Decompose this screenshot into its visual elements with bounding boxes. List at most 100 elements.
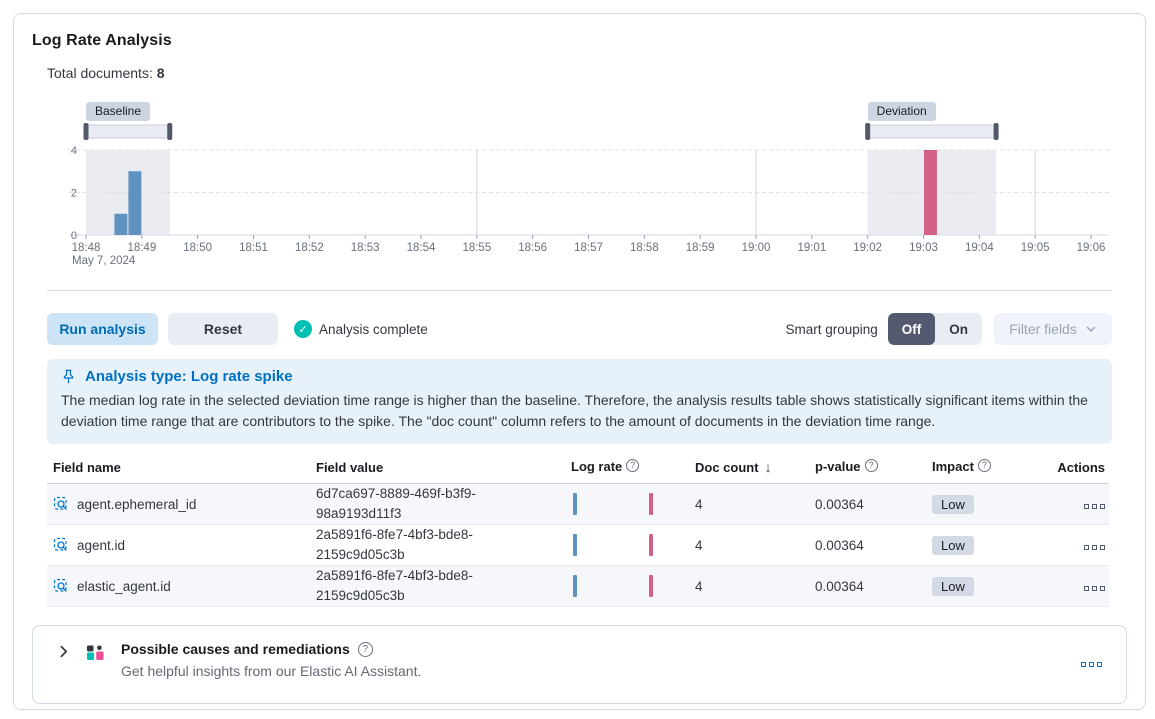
doc-count: 4 [695, 537, 703, 553]
baseline-bar [128, 171, 142, 235]
p-value: 0.00364 [815, 496, 864, 512]
x-tick-label: 18:59 [686, 242, 715, 254]
log-rate-histogram[interactable]: 0 2 4 18:48 18:49 18:50 18:51 18:52 18:53 18:54 18… [47, 100, 1109, 270]
impact-badge: Low [932, 576, 974, 596]
deviation-brush-handle[interactable] [993, 123, 999, 140]
smart-grouping-off-button[interactable]: Off [887, 313, 936, 345]
field-filter-icon[interactable] [53, 578, 69, 594]
p-value: 0.00364 [815, 578, 864, 594]
smart-grouping-toggle: Off On [887, 313, 982, 345]
deviation-brush-handle[interactable] [865, 123, 871, 140]
baseline-mini-bar [573, 493, 577, 515]
total-documents: Total documents: 8 [47, 65, 1112, 81]
sort-desc-icon: ↓ [764, 459, 772, 475]
row-actions-icon[interactable] [1084, 585, 1105, 591]
col-header-actions: Actions [1057, 459, 1105, 475]
pin-icon [61, 369, 76, 384]
x-tick-label: 19:02 [853, 242, 882, 254]
analysis-toolbar: Run analysis Reset ✓ Analysis complete S… [47, 313, 1112, 345]
x-tick-label: 18:56 [518, 242, 547, 254]
x-tick-label: 19:01 [797, 242, 826, 254]
x-tick-label: 18:54 [407, 242, 436, 254]
smart-grouping-on-button[interactable]: On [949, 321, 968, 337]
x-tick-label: 18:51 [239, 242, 268, 254]
table-header-row: Field name Field value Log rate? Doc cou… [47, 450, 1109, 484]
analysis-status: ✓ Analysis complete [294, 320, 428, 338]
baseline-mini-bar [573, 575, 577, 597]
deviation-bar [924, 150, 937, 235]
ai-panel-title[interactable]: Possible causes and remediations [121, 641, 350, 657]
chevron-right-icon[interactable] [57, 645, 70, 658]
ai-assistant-panel: Possible causes and remediations ? Get h… [32, 625, 1127, 704]
chevron-down-icon [1085, 323, 1097, 335]
help-icon[interactable]: ? [977, 458, 991, 472]
baseline-brush-handle[interactable] [83, 123, 89, 140]
baseline-brush-track[interactable] [85, 124, 171, 139]
run-analysis-button[interactable]: Run analysis [47, 313, 158, 345]
field-name: elastic_agent.id [77, 578, 171, 594]
col-header-impact: Impact? [932, 458, 1041, 475]
impact-badge: Low [932, 494, 974, 514]
deviation-badge[interactable]: Deviation [867, 102, 936, 121]
reset-button[interactable]: Reset [168, 313, 278, 345]
log-rate-analysis-panel: Log Rate Analysis Total documents: 8 0 2 4… [13, 13, 1146, 710]
filter-fields-label: Filter fields [1009, 321, 1077, 337]
callout-body: The median log rate in the selected devi… [61, 392, 1088, 429]
field-value: 2a5891f6-8fe7-4bf3-bde8-2159c9d05c3b [316, 527, 473, 562]
field-name: agent.id [77, 537, 126, 553]
doc-count: 4 [695, 578, 703, 594]
col-header-doc-count[interactable]: Doc count ↓ [695, 459, 772, 475]
x-axis-date-label: May 7, 2024 [72, 255, 136, 267]
x-tick-label: 19:00 [742, 242, 771, 254]
col-header-log-rate: Log rate? [571, 458, 695, 475]
x-tick-label: 18:53 [351, 242, 380, 254]
x-tick-label: 18:50 [183, 242, 212, 254]
check-icon: ✓ [294, 320, 312, 338]
x-tick-label: 19:06 [1077, 242, 1106, 254]
smart-grouping-label: Smart grouping [785, 321, 878, 337]
analysis-results-table: Field name Field value Log rate? Doc cou… [47, 450, 1109, 607]
field-value: 6d7ca697-8889-469f-b3f9-98a9193d11f3 [316, 486, 476, 521]
analysis-type-callout: Analysis type: Log rate spike The median… [47, 359, 1112, 444]
deviation-mini-bar [649, 493, 653, 515]
col-header-p-value: p-value? [815, 458, 932, 475]
section-divider [47, 290, 1112, 291]
table-row: agent.ephemeral_id 6d7ca697-8889-469f-b3… [47, 484, 1109, 525]
baseline-mini-bar [573, 534, 577, 556]
x-tick-label: 18:48 [72, 242, 101, 254]
table-row: elastic_agent.id 2a5891f6-8fe7-4bf3-bde8… [47, 566, 1109, 607]
deviation-brush-track[interactable] [867, 124, 997, 139]
baseline-brush-handle[interactable] [167, 123, 173, 140]
baseline-badge[interactable]: Baseline [86, 102, 151, 121]
table-row: agent.id 2a5891f6-8fe7-4bf3-bde8-2159c9d… [47, 525, 1109, 566]
ai-panel-subtitle: Get helpful insights from our Elastic AI… [121, 663, 422, 679]
elastic-ai-assistant-icon [86, 643, 105, 662]
x-tick-label: 19:05 [1021, 242, 1050, 254]
x-tick-label: 18:58 [630, 242, 659, 254]
col-header-field-value: Field value [316, 459, 384, 475]
y-tick-label: 0 [71, 230, 77, 242]
log-rate-minichart [571, 533, 661, 557]
field-filter-icon[interactable] [53, 537, 69, 553]
x-tick-label: 18:55 [462, 242, 491, 254]
row-actions-icon[interactable] [1084, 503, 1105, 509]
help-icon[interactable]: ? [626, 458, 640, 472]
x-tick-label: 18:52 [295, 242, 324, 254]
filter-fields-button[interactable]: Filter fields [994, 313, 1112, 345]
doc-count: 4 [695, 496, 703, 512]
row-actions-icon[interactable] [1084, 544, 1105, 550]
x-tick-label: 18:57 [574, 242, 603, 254]
total-documents-label: Total documents: [47, 65, 153, 81]
ai-panel-actions-icon[interactable] [1081, 662, 1102, 667]
help-icon[interactable]: ? [864, 458, 878, 472]
help-icon[interactable]: ? [357, 641, 373, 657]
deviation-mini-bar [649, 534, 653, 556]
total-documents-value: 8 [156, 65, 165, 81]
x-tick-label: 19:03 [909, 242, 938, 254]
analysis-status-label: Analysis complete [319, 321, 428, 337]
field-filter-icon[interactable] [53, 496, 69, 512]
x-tick-label: 18:49 [127, 242, 156, 254]
baseline-bar [114, 213, 128, 235]
y-tick-label: 2 [71, 188, 77, 200]
log-rate-minichart [571, 574, 661, 598]
